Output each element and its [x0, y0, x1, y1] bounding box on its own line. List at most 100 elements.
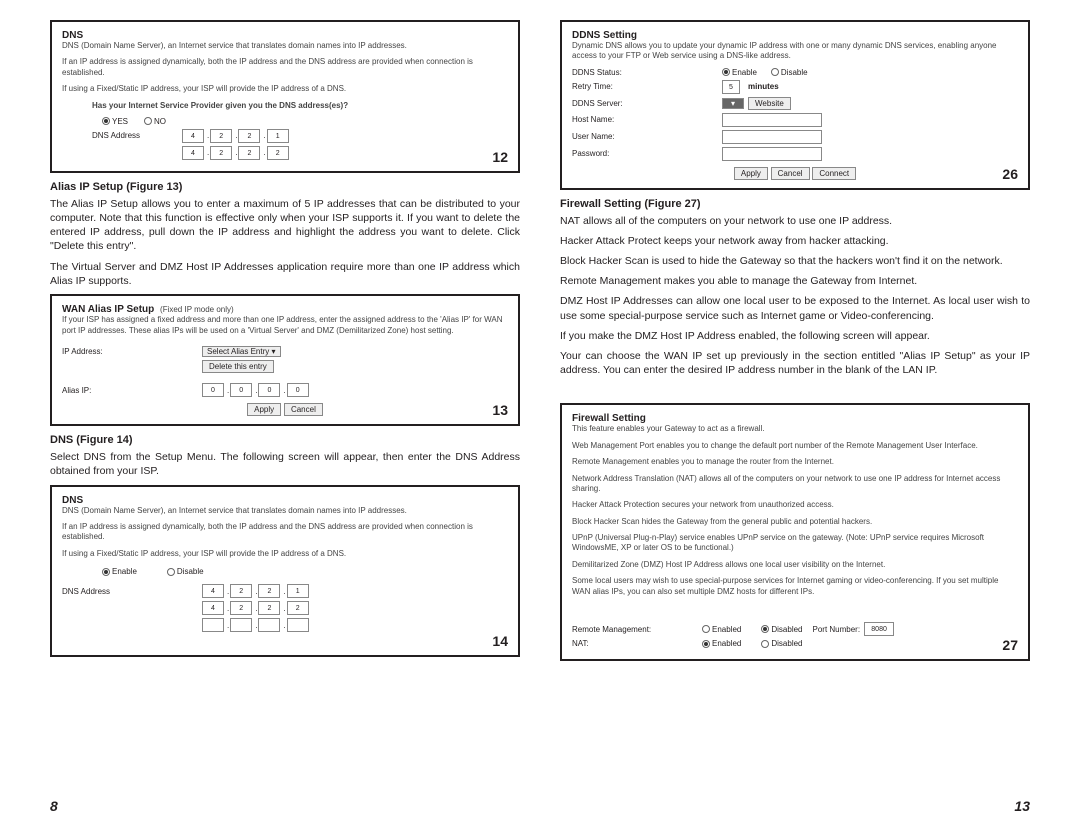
disabled-label: Disabled	[771, 639, 802, 648]
fig27-l2: Remote Management enables you to manage …	[572, 457, 1018, 467]
fig27-l6: UPnP (Universal Plug-n-Play) service ena…	[572, 533, 1018, 554]
rm-enabled-radio[interactable]	[702, 625, 710, 633]
apply-button[interactable]: Apply	[734, 167, 768, 180]
enable-radio[interactable]	[102, 568, 110, 576]
ip-octet[interactable]	[230, 618, 252, 632]
retry-input[interactable]: 5	[722, 80, 740, 94]
host-input[interactable]	[722, 113, 822, 127]
port-label: Port Number:	[813, 625, 861, 634]
retry-unit: minutes	[748, 82, 779, 91]
fig27-l4: Hacker Attack Protection secures your ne…	[572, 500, 1018, 510]
ip-octet[interactable]: 1	[267, 129, 289, 143]
ip-octet[interactable]: 2	[238, 129, 260, 143]
ip-octet[interactable]	[202, 618, 224, 632]
enabled-label: Enabled	[712, 625, 741, 634]
figure-12: DNS DNS (Domain Name Server), an Interne…	[50, 20, 520, 173]
fig27-l7: Demilitarized Zone (DMZ) Host IP Address…	[572, 560, 1018, 570]
cancel-button[interactable]: Cancel	[284, 403, 323, 416]
figure-number: 12	[492, 149, 508, 165]
ip-octet[interactable]: 2	[230, 601, 252, 615]
figure-14: DNS DNS (Domain Name Server), an Interne…	[50, 485, 520, 658]
enable-label: Enable	[112, 567, 137, 576]
ip-octet[interactable]: 0	[202, 383, 224, 397]
fig27-title: Firewall Setting	[572, 413, 1018, 424]
alias-p2: The Virtual Server and DMZ Host IP Addre…	[50, 260, 520, 288]
page-number-right: 13	[1014, 798, 1030, 814]
fig27-l3: Network Address Translation (NAT) allows…	[572, 474, 1018, 495]
fig12-question: Has your Internet Service Provider given…	[92, 101, 508, 111]
ip-octet[interactable]: 1	[287, 584, 309, 598]
enable-radio[interactable]	[722, 68, 730, 76]
fw-p3: Block Hacker Scan is used to hide the Ga…	[560, 254, 1030, 268]
delete-entry-button[interactable]: Delete this entry	[202, 360, 274, 373]
fig27-l8: Some local users may wish to use special…	[572, 576, 1018, 597]
ip-octet[interactable]: 0	[287, 383, 309, 397]
fig13-title: WAN Alias IP Setup	[62, 304, 154, 315]
ip-octet[interactable]: 4	[202, 601, 224, 615]
fig12-title: DNS	[62, 30, 508, 41]
user-input[interactable]	[722, 130, 822, 144]
figure-number: 27	[1002, 637, 1018, 653]
website-button[interactable]: Website	[748, 97, 791, 110]
alias-heading: Alias IP Setup (Figure 13)	[50, 181, 520, 193]
alias-p1: The Alias IP Setup allows you to enter a…	[50, 197, 520, 254]
fig14-sub3: If using a Fixed/Static IP address, your…	[62, 549, 508, 559]
left-page: DNS DNS (Domain Name Server), an Interne…	[30, 20, 540, 814]
ip-octet[interactable]	[258, 618, 280, 632]
rm-label: Remote Management:	[572, 625, 702, 634]
ddns-status-label: DDNS Status:	[572, 68, 662, 77]
pass-input[interactable]	[722, 147, 822, 161]
ip-octet[interactable]: 4	[202, 584, 224, 598]
ip-octet[interactable]: 2	[230, 584, 252, 598]
ddns-server-label: DDNS Server:	[572, 99, 662, 108]
no-radio[interactable]	[144, 117, 152, 125]
ip-octet[interactable]	[287, 618, 309, 632]
fig12-sub3: If using a Fixed/Static IP address, your…	[62, 84, 508, 94]
ip-octet[interactable]: 2	[267, 146, 289, 160]
fig27-l1: Web Management Port enables you to chang…	[572, 441, 1018, 451]
fig26-sub: Dynamic DNS allows you to update your dy…	[572, 41, 1018, 62]
ip-octet[interactable]: 2	[210, 146, 232, 160]
fig12-sub1: DNS (Domain Name Server), an Internet se…	[62, 41, 508, 51]
enable-label: Enable	[732, 68, 757, 77]
alias-ip-label: Alias IP:	[62, 386, 202, 395]
yes-label: YES	[112, 117, 128, 126]
ip-octet[interactable]: 2	[258, 584, 280, 598]
dns-p: Select DNS from the Setup Menu. The foll…	[50, 450, 520, 478]
fw-p2: Hacker Attack Protect keeps your network…	[560, 234, 1030, 248]
user-label: User Name:	[572, 132, 662, 141]
yes-radio[interactable]	[102, 117, 110, 125]
alias-select[interactable]: Select Alias Entry ▾	[202, 346, 281, 357]
ip-octet[interactable]: 2	[287, 601, 309, 615]
port-input[interactable]: 8080	[864, 622, 894, 636]
ip-addr-label: IP Address:	[62, 347, 202, 356]
ddns-server-select[interactable]: ▾	[722, 98, 744, 109]
figure-13: WAN Alias IP Setup (Fixed IP mode only) …	[50, 294, 520, 426]
ip-octet[interactable]: 0	[230, 383, 252, 397]
disable-radio[interactable]	[167, 568, 175, 576]
pass-label: Password:	[572, 149, 662, 158]
figure-number: 14	[492, 633, 508, 649]
page-number-left: 8	[50, 798, 58, 814]
nat-enabled-radio[interactable]	[702, 640, 710, 648]
ip-octet[interactable]: 2	[210, 129, 232, 143]
figure-26: DDNS Setting Dynamic DNS allows you to u…	[560, 20, 1030, 190]
ip-octet[interactable]: 0	[258, 383, 280, 397]
apply-button[interactable]: Apply	[247, 403, 281, 416]
cancel-button[interactable]: Cancel	[771, 167, 810, 180]
no-label: NO	[154, 117, 166, 126]
disabled-label: Disabled	[771, 625, 802, 634]
fig27-l5: Block Hacker Scan hides the Gateway from…	[572, 517, 1018, 527]
ip-octet[interactable]: 4	[182, 129, 204, 143]
nat-disabled-radio[interactable]	[761, 640, 769, 648]
ip-octet[interactable]: 4	[182, 146, 204, 160]
ip-octet[interactable]: 2	[238, 146, 260, 160]
fig12-sub2: If an IP address is assigned dynamically…	[62, 57, 508, 78]
dns-addr-label: DNS Address	[62, 587, 202, 596]
rm-disabled-radio[interactable]	[761, 625, 769, 633]
ip-octet[interactable]: 2	[258, 601, 280, 615]
disable-radio[interactable]	[771, 68, 779, 76]
fig13-mode: (Fixed IP mode only)	[160, 305, 234, 314]
fig14-sub1: DNS (Domain Name Server), an Internet se…	[62, 506, 508, 516]
connect-button[interactable]: Connect	[812, 167, 856, 180]
